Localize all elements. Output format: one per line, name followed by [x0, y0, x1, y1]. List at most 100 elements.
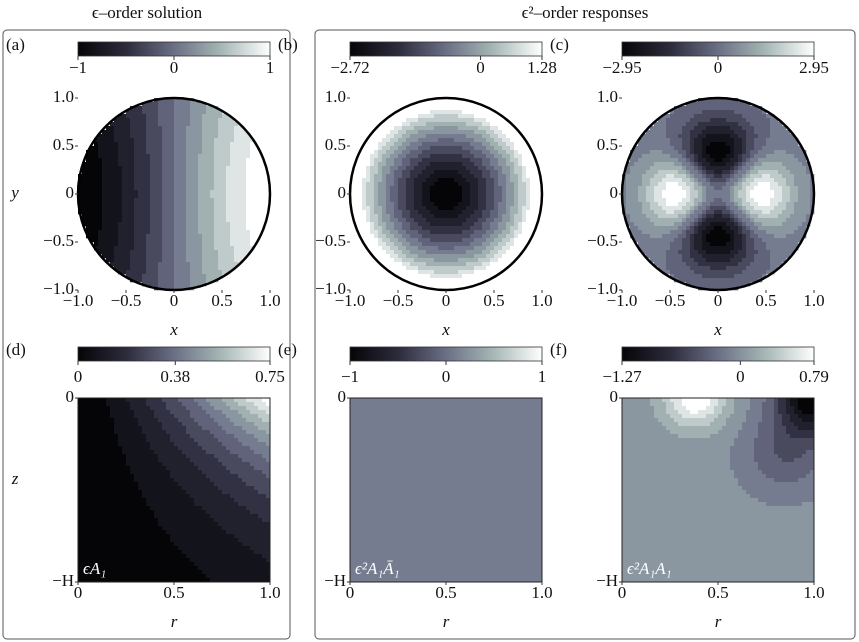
field-cell: [102, 194, 107, 199]
field-cell: [510, 254, 515, 259]
field-cell: [118, 162, 123, 167]
field-cell: [718, 170, 723, 175]
field-cell: [446, 194, 451, 199]
field-cell: [394, 126, 399, 131]
field-cell: [434, 282, 439, 287]
field-cell: [482, 258, 487, 263]
field-cell: [90, 190, 95, 195]
field-cell: [450, 218, 455, 223]
field-cell: [486, 190, 491, 195]
field-cell: [746, 106, 751, 111]
field-cell: [498, 254, 503, 259]
field-cell: [462, 178, 467, 183]
field-cell: [438, 190, 443, 195]
field-cell: [122, 178, 127, 183]
field-cell: [78, 190, 83, 195]
field-cell: [238, 154, 243, 159]
field-cell: [498, 186, 503, 191]
field-cell: [462, 250, 467, 255]
field-cell: [202, 278, 207, 283]
field-cell: [486, 182, 491, 187]
field-cell: [358, 210, 363, 215]
field-cell: [262, 218, 267, 223]
field-cell: [634, 226, 639, 231]
field-cell: [462, 114, 467, 119]
field-cell: [162, 158, 167, 163]
field-cell: [78, 194, 83, 199]
field-cell: [258, 186, 263, 191]
field-cell: [98, 170, 103, 175]
field-cell: [726, 254, 731, 259]
field-cell: [442, 138, 447, 143]
field-cell: [138, 250, 143, 255]
field-cell: [634, 154, 639, 159]
field-cell: [482, 246, 487, 251]
field-cell: [154, 114, 159, 119]
field-cell: [414, 110, 419, 115]
field-cell: [242, 222, 247, 227]
field-cell: [730, 166, 735, 171]
field-cell: [222, 258, 227, 263]
field-cell: [646, 134, 651, 139]
field-cell: [674, 146, 679, 151]
field-cell: [414, 122, 419, 127]
field-cell: [630, 206, 635, 211]
field-cell: [398, 238, 403, 243]
field-cell: [186, 118, 191, 123]
field-cell: [402, 190, 407, 195]
field-cell: [630, 178, 635, 183]
field-cell: [718, 222, 723, 227]
field-cell: [430, 122, 435, 127]
field-cell: [506, 198, 511, 203]
field-cell: [662, 138, 667, 143]
field-cell: [662, 166, 667, 171]
field-cell: [750, 162, 755, 167]
field-cell: [518, 138, 523, 143]
field-cell: [222, 134, 227, 139]
field-cell: [202, 222, 207, 227]
field-cell: [178, 190, 183, 195]
field-cell: [458, 218, 463, 223]
field-cell: [138, 214, 143, 219]
field-cell: [690, 150, 695, 155]
field-cell: [502, 170, 507, 175]
field-cell: [634, 234, 639, 239]
field-cell: [674, 230, 679, 235]
field-cell: [666, 138, 671, 143]
field-cell: [490, 258, 495, 263]
field-cell: [434, 202, 439, 207]
field-cell: [438, 130, 443, 135]
field-cell: [422, 222, 427, 227]
field-cell: [490, 210, 495, 215]
field-cell: [678, 134, 683, 139]
field-cell: [398, 118, 403, 123]
field-cell: [682, 126, 687, 131]
field-cell: [742, 194, 747, 199]
field-cell: [454, 194, 459, 199]
field-cell: [174, 130, 179, 135]
field-cell: [126, 146, 131, 151]
field-cell: [242, 130, 247, 135]
field-cell: [722, 210, 727, 215]
field-cell: [454, 250, 459, 255]
field-cell: [250, 194, 255, 199]
field-cell: [170, 166, 175, 171]
field-cell: [702, 134, 707, 139]
field-cell: [378, 174, 383, 179]
field-cell: [370, 146, 375, 151]
field-cell: [670, 194, 675, 199]
field-cell: [638, 166, 643, 171]
field-cell: [390, 130, 395, 135]
field-cell: [182, 250, 187, 255]
field-cell: [718, 234, 723, 239]
field-cell: [410, 186, 415, 191]
field-cell: [738, 246, 743, 251]
field-cell: [186, 102, 191, 107]
field-cell: [726, 198, 731, 203]
field-cell: [402, 274, 407, 279]
field-cell: [734, 214, 739, 219]
field-cell: [214, 190, 219, 195]
field-cell: [730, 222, 735, 227]
field-cell: [422, 278, 427, 283]
field-cell: [142, 238, 147, 243]
